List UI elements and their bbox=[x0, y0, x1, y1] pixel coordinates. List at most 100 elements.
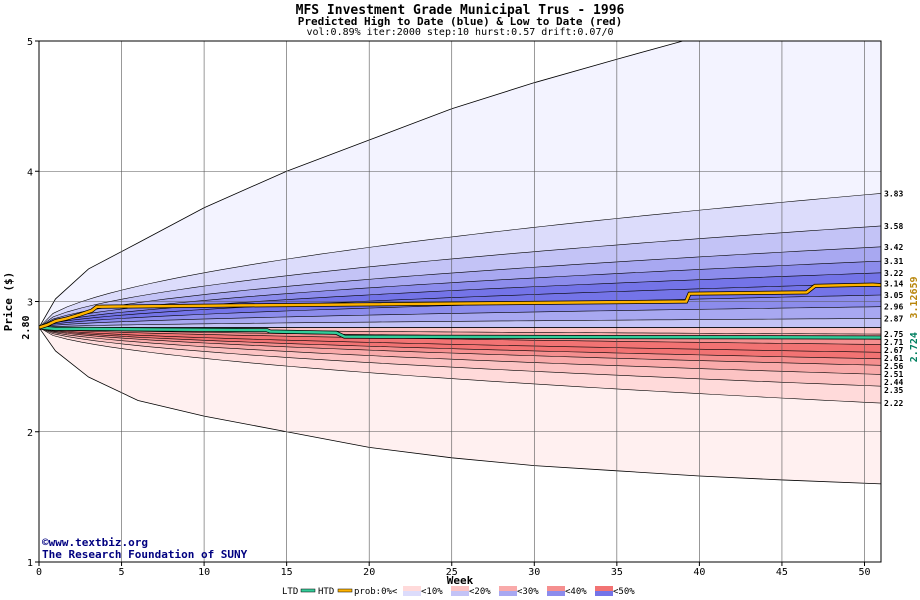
legend-bin-label-1: <10% bbox=[421, 587, 443, 597]
lower-band-4 bbox=[39, 327, 881, 353]
lower-band-9 bbox=[39, 327, 881, 404]
x-axis-title: Week bbox=[447, 574, 474, 587]
lower-band-8 bbox=[39, 327, 881, 387]
x-tick-label-45: 45 bbox=[776, 567, 788, 578]
x-tick-label-10: 10 bbox=[198, 567, 210, 578]
credit-organization: The Research Foundation of SUNY bbox=[42, 548, 248, 561]
band-end-labels: 3.83 3.58 3.42 3.31 3.223.14 3.05 2.96 2.87 2.75… bbox=[884, 189, 920, 408]
lower-band-5 bbox=[39, 327, 881, 359]
band-end-label: 3.58 bbox=[884, 222, 903, 231]
legend-htd-label: HTD bbox=[318, 587, 334, 597]
band-boundary-4 bbox=[38, 260, 882, 328]
y-axis-title: Price ($) bbox=[2, 272, 15, 332]
start-price-label: 2.80 bbox=[21, 316, 32, 340]
x-tick-label-0: 0 bbox=[36, 567, 42, 578]
probability-bands bbox=[38, 40, 882, 485]
htd-line bbox=[38, 283, 882, 329]
band-boundary-1 bbox=[38, 193, 882, 328]
band-boundary-6 bbox=[38, 282, 882, 328]
legend-swatch-blue-2 bbox=[451, 591, 469, 596]
band-boundary-17 bbox=[38, 327, 882, 387]
lower-band-7 bbox=[39, 327, 881, 375]
band-boundary-15 bbox=[38, 327, 882, 366]
chart-subtitle: Predicted High to Date (blue) & Low to D… bbox=[297, 15, 623, 28]
upper-band-4 bbox=[39, 261, 881, 328]
band-end-label: 2.75 bbox=[884, 330, 903, 339]
htd-end-value: 3.12659 bbox=[909, 276, 920, 318]
band-end-label: 2.87 bbox=[884, 314, 903, 323]
y-tick-label-2: 2 bbox=[27, 428, 33, 439]
legend-prob-label: prob:0%< bbox=[354, 587, 398, 597]
chart-params: vol:0.89% iter:2000 step:10 hurst:0.57 d… bbox=[306, 27, 614, 38]
upper-band-1 bbox=[39, 193, 881, 328]
y-tick-label-4: 4 bbox=[27, 167, 33, 178]
band-end-label: 2.71 bbox=[884, 338, 903, 347]
band-end-label: 2.56 bbox=[884, 362, 903, 371]
band-boundary-18 bbox=[38, 327, 882, 404]
legend-ltd-swatch bbox=[300, 588, 316, 593]
x-tick-label-30: 30 bbox=[528, 567, 540, 578]
band-end-label: 2.61 bbox=[884, 354, 903, 363]
upper-band-2 bbox=[39, 225, 881, 328]
band-boundary-2 bbox=[38, 225, 882, 328]
band-boundary-12 bbox=[38, 327, 882, 345]
band-boundary-3 bbox=[38, 246, 882, 328]
legend-swatch-red-4 bbox=[547, 586, 565, 591]
band-end-label: 2.44 bbox=[884, 378, 903, 387]
lower-band-6 bbox=[39, 327, 881, 366]
legend-swatch-blue-3 bbox=[499, 591, 517, 596]
band-end-label: 2.96 bbox=[884, 303, 903, 312]
legend-htd-swatch bbox=[337, 588, 353, 593]
y-tick-label-5: 5 bbox=[27, 37, 33, 48]
band-end-label: 3.83 bbox=[884, 189, 903, 198]
chart-title: MFS Investment Grade Municipal Trus - 19… bbox=[295, 3, 625, 18]
band-boundary-9 bbox=[38, 318, 882, 328]
band-end-label: 3.31 bbox=[884, 257, 903, 266]
x-tick-label-50: 50 bbox=[858, 567, 870, 578]
band-boundary-8 bbox=[38, 306, 882, 328]
grid-lines bbox=[39, 41, 881, 562]
upper-band-8 bbox=[39, 306, 881, 328]
upper-band-9 bbox=[39, 318, 881, 328]
legend-swatch-red-3 bbox=[499, 586, 517, 591]
band-end-label: 2.67 bbox=[884, 346, 903, 355]
legend-swatch-red-5 bbox=[595, 586, 613, 591]
legend-swatch-blue-1 bbox=[403, 591, 421, 596]
legend-bin-label-2: <20% bbox=[469, 587, 491, 597]
band-end-label: 3.14 bbox=[884, 279, 903, 288]
x-tick-label-5: 5 bbox=[119, 567, 125, 578]
ltd-end-value: 2.724 bbox=[909, 332, 920, 362]
credit-website: ©www.textbiz.org bbox=[42, 536, 148, 549]
legend-swatch-blue-5 bbox=[595, 591, 613, 596]
legend-bin-label-3: <30% bbox=[517, 587, 539, 597]
y-tick-label-1: 1 bbox=[27, 558, 33, 569]
band-end-label: 3.05 bbox=[884, 291, 903, 300]
upper-band-6 bbox=[39, 283, 881, 328]
band-boundary-13 bbox=[38, 327, 882, 353]
legend-bin-label-4: <40% bbox=[565, 587, 587, 597]
band-boundary-16 bbox=[38, 327, 882, 375]
x-tick-label-15: 15 bbox=[281, 567, 293, 578]
x-tick-label-40: 40 bbox=[693, 567, 705, 578]
legend-swatch-red-1 bbox=[403, 586, 421, 591]
band-end-label: 2.35 bbox=[884, 386, 903, 395]
upper-band-3 bbox=[39, 246, 881, 328]
band-boundary-14 bbox=[38, 327, 882, 360]
band-end-label: 3.42 bbox=[884, 243, 903, 252]
band-end-label: 2.51 bbox=[884, 370, 903, 379]
legend-swatch-red-2 bbox=[451, 586, 469, 591]
x-tick-label-25: 25 bbox=[446, 567, 458, 578]
legend-swatch-blue-4 bbox=[547, 591, 565, 596]
legend-bin-label-5: <50% bbox=[613, 587, 635, 597]
legend: LTD HTD prob:0%< <10% <20% <30% <40% <50% bbox=[282, 586, 635, 597]
x-tick-label-35: 35 bbox=[611, 567, 623, 578]
band-end-label: 2.22 bbox=[884, 399, 903, 408]
legend-ltd-label: LTD bbox=[282, 587, 298, 597]
y-tick-label-3: 3 bbox=[27, 298, 33, 309]
x-tick-label-20: 20 bbox=[363, 567, 375, 578]
ltd-line bbox=[38, 326, 882, 339]
upper-band-5 bbox=[39, 272, 881, 328]
band-end-label: 3.22 bbox=[884, 269, 903, 278]
